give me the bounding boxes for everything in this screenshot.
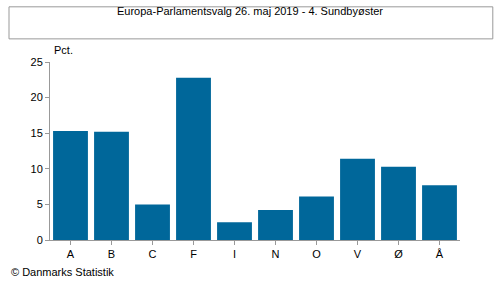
svg-text:B: B bbox=[108, 248, 115, 260]
svg-text:© Danmarks Statistik: © Danmarks Statistik bbox=[11, 266, 114, 278]
svg-text:V: V bbox=[354, 248, 362, 260]
svg-text:I: I bbox=[233, 248, 236, 260]
svg-text:10: 10 bbox=[31, 163, 43, 175]
svg-text:A: A bbox=[67, 248, 75, 260]
svg-text:Å: Å bbox=[436, 248, 444, 260]
svg-text:F: F bbox=[190, 248, 197, 260]
svg-text:Europa-Parlamentsvalg 26. maj: Europa-Parlamentsvalg 26. maj 2019 - 4. … bbox=[117, 5, 383, 17]
svg-text:0: 0 bbox=[37, 234, 43, 246]
svg-text:15: 15 bbox=[31, 127, 43, 139]
svg-text:5: 5 bbox=[37, 198, 43, 210]
svg-text:Pct.: Pct. bbox=[54, 44, 73, 56]
svg-text:Ø: Ø bbox=[394, 248, 403, 260]
svg-text:C: C bbox=[149, 248, 157, 260]
svg-text:25: 25 bbox=[31, 56, 43, 68]
svg-text:N: N bbox=[272, 248, 280, 260]
svg-text:O: O bbox=[312, 248, 321, 260]
svg-text:20: 20 bbox=[31, 91, 43, 103]
